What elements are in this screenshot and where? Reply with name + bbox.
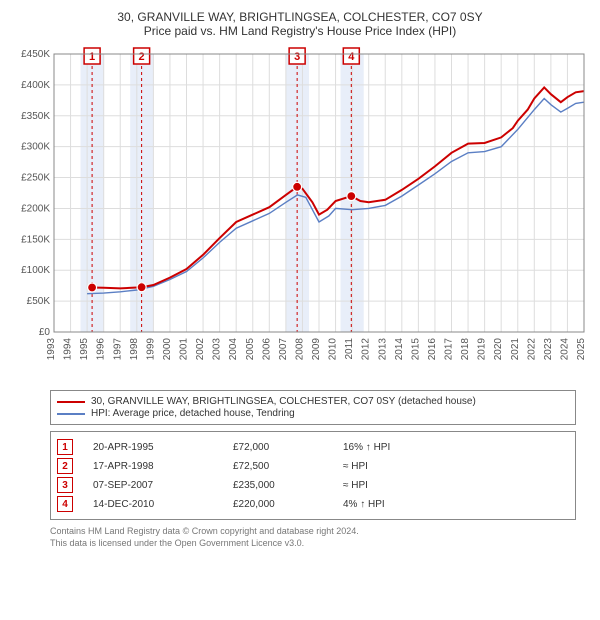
legend-swatch: [57, 401, 85, 403]
legend-row: 30, GRANVILLE WAY, BRIGHTLINGSEA, COLCHE…: [57, 396, 569, 407]
svg-text:1994: 1994: [63, 338, 74, 361]
svg-text:2017: 2017: [444, 338, 455, 361]
svg-text:2015: 2015: [410, 338, 421, 361]
svg-text:2003: 2003: [212, 338, 223, 361]
legend-label: HPI: Average price, detached house, Tend…: [91, 408, 295, 419]
sale-row: 3 07-SEP-2007£235,000≈ HPI: [57, 477, 569, 493]
svg-text:2021: 2021: [510, 338, 521, 361]
svg-text:2012: 2012: [361, 338, 372, 361]
svg-text:2006: 2006: [261, 338, 272, 361]
svg-text:2009: 2009: [311, 338, 322, 361]
footer-line: Contains HM Land Registry data © Crown c…: [50, 526, 576, 538]
svg-text:1998: 1998: [129, 338, 140, 361]
svg-text:£200K: £200K: [21, 203, 50, 214]
sale-row: 2 17-APR-1998£72,500≈ HPI: [57, 458, 569, 474]
price-chart: 1 2 3 4 £0 £50K £100K £150K £200K £250K £300K £350K…: [10, 44, 590, 384]
svg-text:2014: 2014: [394, 338, 405, 361]
svg-text:1997: 1997: [112, 338, 123, 361]
sales-table: 1 20-APR-1995£72,00016% ↑ HPI 2 17-APR-1998…: [50, 431, 576, 520]
chart-container: 30, GRANVILLE WAY, BRIGHTLINGSEA, COLCHE…: [0, 0, 600, 559]
svg-text:2024: 2024: [559, 338, 570, 361]
svg-text:2004: 2004: [228, 338, 239, 361]
svg-text:2002: 2002: [195, 338, 206, 361]
sale-price: £220,000: [233, 499, 343, 510]
legend-label: 30, GRANVILLE WAY, BRIGHTLINGSEA, COLCHE…: [91, 396, 476, 407]
svg-text:£350K: £350K: [21, 111, 50, 122]
svg-text:1995: 1995: [79, 338, 90, 361]
svg-text:2010: 2010: [328, 338, 339, 361]
svg-text:2: 2: [139, 51, 145, 63]
svg-text:£250K: £250K: [21, 173, 50, 184]
sale-price: £72,500: [233, 461, 343, 472]
svg-text:2000: 2000: [162, 338, 173, 361]
sale-marker-number: 4: [57, 496, 73, 512]
svg-text:2001: 2001: [179, 338, 190, 361]
svg-text:2025: 2025: [576, 338, 587, 361]
svg-text:2011: 2011: [344, 338, 355, 360]
footer-line: This data is licensed under the Open Gov…: [50, 538, 576, 550]
legend: 30, GRANVILLE WAY, BRIGHTLINGSEA, COLCHE…: [50, 390, 576, 425]
sale-hpi-relation: 4% ↑ HPI: [343, 499, 385, 510]
footer-attribution: Contains HM Land Registry data © Crown c…: [50, 526, 576, 549]
sale-row: 1 20-APR-1995£72,00016% ↑ HPI: [57, 439, 569, 455]
svg-text:2016: 2016: [427, 338, 438, 361]
svg-text:2005: 2005: [245, 338, 256, 361]
sale-marker-number: 2: [57, 458, 73, 474]
chart-title: 30, GRANVILLE WAY, BRIGHTLINGSEA, COLCHE…: [10, 10, 590, 24]
svg-text:1996: 1996: [96, 338, 107, 361]
svg-text:2008: 2008: [294, 338, 305, 361]
svg-text:2020: 2020: [493, 338, 504, 361]
chart-subtitle: Price paid vs. HM Land Registry's House …: [10, 24, 590, 38]
sale-row: 4 14-DEC-2010£220,0004% ↑ HPI: [57, 496, 569, 512]
legend-row: HPI: Average price, detached house, Tend…: [57, 408, 569, 419]
svg-text:£450K: £450K: [21, 49, 50, 60]
svg-text:1: 1: [89, 51, 95, 63]
sale-price: £235,000: [233, 480, 343, 491]
svg-text:1999: 1999: [145, 338, 156, 361]
sale-marker-number: 1: [57, 439, 73, 455]
sale-date: 07-SEP-2007: [93, 480, 233, 491]
sale-marker-number: 3: [57, 477, 73, 493]
svg-text:2018: 2018: [460, 338, 471, 361]
svg-text:£50K: £50K: [27, 296, 51, 307]
sale-date: 17-APR-1998: [93, 461, 233, 472]
svg-text:2019: 2019: [477, 338, 488, 361]
svg-text:1993: 1993: [46, 338, 57, 361]
sale-price: £72,000: [233, 442, 343, 453]
svg-text:2023: 2023: [543, 338, 554, 361]
legend-swatch: [57, 413, 85, 415]
svg-text:2022: 2022: [526, 338, 537, 361]
svg-text:4: 4: [348, 51, 355, 63]
svg-text:£400K: £400K: [21, 80, 50, 91]
sale-date: 20-APR-1995: [93, 442, 233, 453]
svg-text:£300K: £300K: [21, 142, 50, 153]
sale-hpi-relation: ≈ HPI: [343, 461, 368, 472]
svg-text:£100K: £100K: [21, 265, 50, 276]
svg-text:£0: £0: [39, 327, 51, 338]
sale-date: 14-DEC-2010: [93, 499, 233, 510]
svg-text:2007: 2007: [278, 338, 289, 361]
svg-text:3: 3: [294, 51, 300, 63]
svg-text:£150K: £150K: [21, 234, 50, 245]
svg-text:2013: 2013: [377, 338, 388, 361]
sale-hpi-relation: 16% ↑ HPI: [343, 442, 390, 453]
sale-hpi-relation: ≈ HPI: [343, 480, 368, 491]
